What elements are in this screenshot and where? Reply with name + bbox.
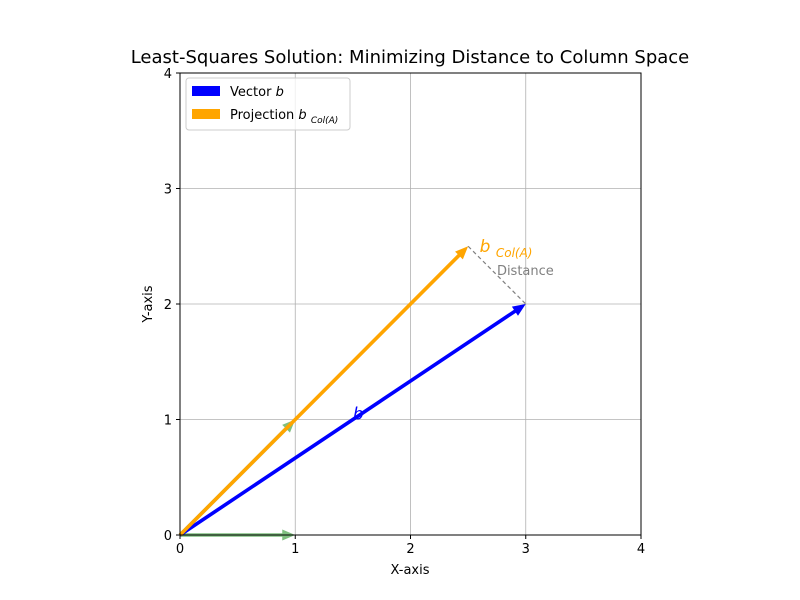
distance-label: Distance: [497, 264, 554, 279]
legend-label-projection-sub: Col(A): [311, 116, 338, 126]
chart-title: Least-Squares Solution: Minimizing Dista…: [131, 47, 690, 68]
annotations: b b Col(A) Distance: [353, 237, 554, 424]
y-tick-label: 2: [164, 298, 172, 313]
projection-label-sub: Col(A): [496, 246, 533, 260]
x-tick-label: 3: [522, 542, 530, 557]
legend-label-vector-b: Vector b: [230, 85, 284, 100]
x-axis-label: X-axis: [391, 563, 430, 578]
legend-frame: [185, 77, 351, 131]
x-tick-label: 4: [637, 542, 645, 557]
y-tick-label: 1: [164, 414, 172, 429]
x-tick-label: 2: [406, 542, 414, 557]
legend-label-projection-math: b: [298, 108, 306, 123]
arrow-vector-b: [179, 304, 526, 537]
x-tick-label: 0: [176, 542, 184, 557]
y-axis-label: Y-axis: [141, 285, 156, 323]
y-tick-label: 3: [164, 183, 172, 198]
y-tick-label: 0: [164, 529, 172, 544]
x-tick-label: 1: [291, 542, 299, 557]
axes: 0 1 2 3 4 0 1 2 3 4: [164, 67, 645, 557]
legend: Vector b Projection b Col(A): [185, 77, 351, 131]
legend-label-projection: Projection b Col(A): [230, 108, 338, 126]
legend-label-vector-b-math: b: [276, 85, 284, 100]
legend-swatch-projection: [192, 109, 220, 119]
y-tick-label: 4: [164, 67, 172, 82]
legend-label-vector-b-text: Vector: [230, 85, 276, 100]
arrow-projection: [178, 246, 469, 537]
b-label: b: [353, 405, 364, 425]
projection-label: b Col(A): [480, 237, 533, 260]
legend-swatch-vector-b: [192, 86, 220, 96]
legend-label-projection-text: Projection: [230, 108, 298, 123]
projection-label-main: b: [480, 237, 491, 257]
